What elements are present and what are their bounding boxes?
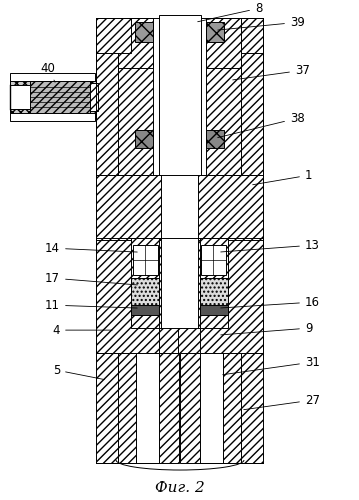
Bar [135, 130, 153, 148]
Bar [118, 18, 153, 68]
Text: Фиг. 2: Фиг. 2 [155, 481, 205, 495]
Text: 9: 9 [221, 322, 312, 335]
Bar [206, 56, 241, 175]
Bar [200, 308, 228, 328]
Bar [30, 82, 90, 114]
Bar [159, 353, 179, 463]
Bar [159, 16, 201, 460]
Bar [178, 328, 200, 353]
Text: 16: 16 [221, 296, 320, 308]
Bar [133, 245, 158, 275]
Bar [10, 74, 95, 122]
Bar [118, 56, 153, 175]
Bar [206, 22, 224, 42]
Bar [198, 175, 263, 240]
Bar [206, 18, 241, 68]
Bar [198, 238, 263, 353]
Bar [135, 22, 153, 42]
Bar [96, 175, 161, 240]
Bar [131, 305, 159, 315]
Bar [241, 353, 263, 463]
Text: 8: 8 [198, 2, 262, 21]
Text: 13: 13 [221, 238, 320, 252]
Bar [131, 308, 159, 328]
Bar [96, 18, 118, 238]
Text: 14: 14 [45, 242, 137, 254]
Bar [200, 278, 228, 308]
Text: 37: 37 [233, 64, 310, 80]
Text: 40: 40 [41, 62, 56, 82]
Text: 31: 31 [223, 356, 320, 374]
Bar [206, 130, 224, 148]
Bar [131, 238, 159, 298]
Text: 38: 38 [218, 112, 305, 138]
Text: 5: 5 [53, 364, 104, 380]
Bar [96, 353, 118, 463]
Bar [241, 18, 263, 54]
Bar [86, 84, 98, 112]
Bar [118, 353, 136, 463]
Bar [200, 305, 228, 315]
Bar [131, 278, 159, 308]
Bar [136, 353, 159, 463]
Bar [96, 18, 131, 54]
Bar [96, 238, 161, 353]
Text: 39: 39 [218, 16, 305, 30]
Text: 4: 4 [52, 324, 112, 336]
Bar [223, 353, 241, 463]
Text: 1: 1 [253, 168, 312, 184]
Bar [200, 238, 228, 298]
Bar [201, 245, 226, 275]
Bar [159, 328, 181, 353]
Bar [200, 353, 223, 463]
Text: 27: 27 [244, 394, 320, 409]
Text: 11: 11 [45, 298, 137, 312]
Bar [10, 82, 96, 114]
Bar [180, 353, 200, 463]
Bar [10, 86, 30, 110]
Bar [241, 18, 263, 238]
Text: 17: 17 [45, 272, 137, 285]
